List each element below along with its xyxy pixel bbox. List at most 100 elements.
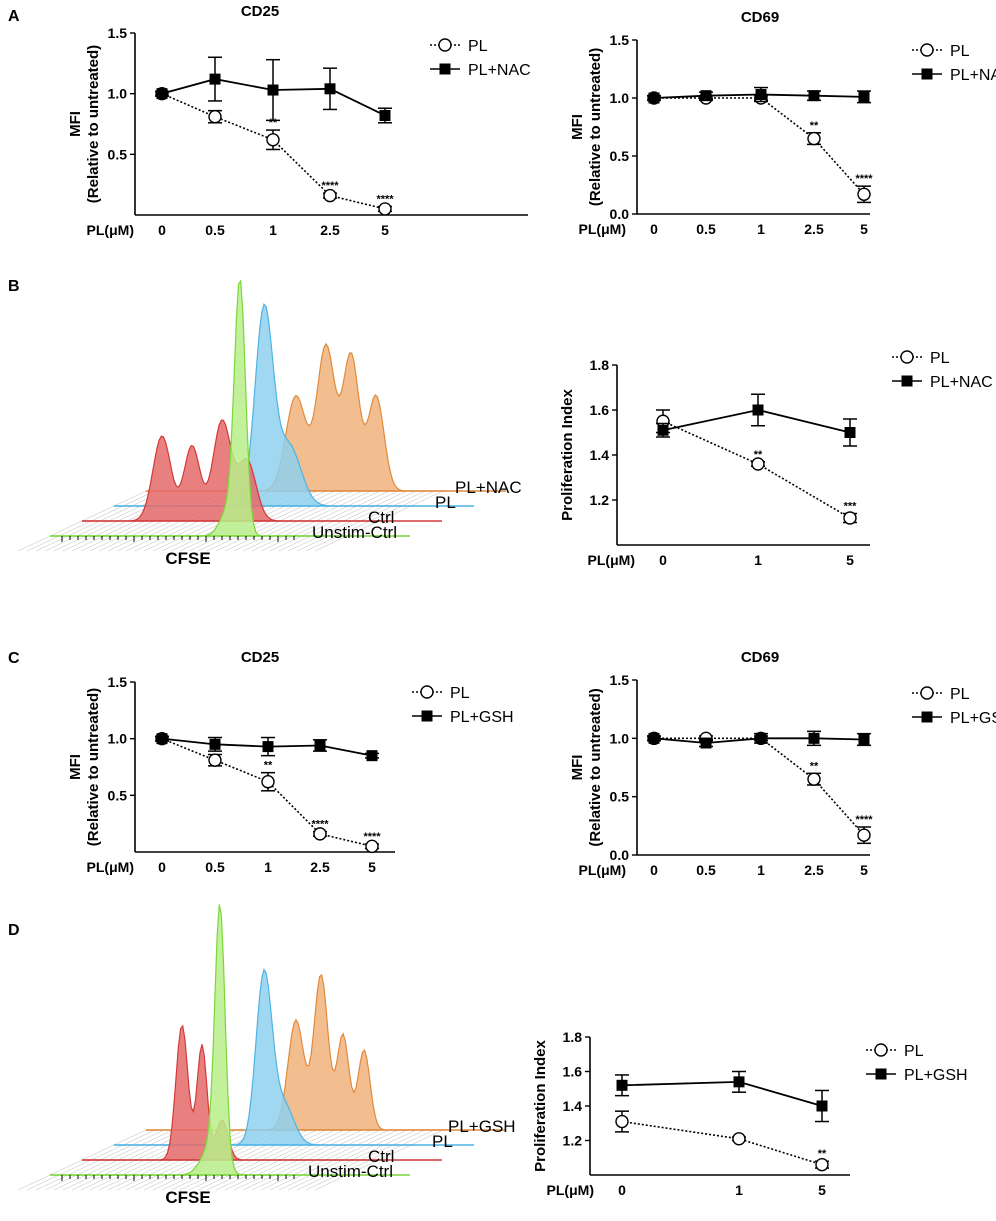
- chart-a-cd25: CD25 0.5 1.0 1.5 MFI (Relative to untreated) P…: [67, 3, 531, 238]
- histogram-layer-label: PL: [432, 1132, 453, 1151]
- stack-grid-line: [89, 1174, 123, 1191]
- x-axis-label: PL(μM): [588, 552, 635, 568]
- y-tick-label: 1.8: [563, 1029, 583, 1045]
- stack-grid-line: [188, 535, 222, 552]
- stack-grid-line: [369, 505, 403, 522]
- stack-grid-line: [287, 535, 321, 552]
- legend-marker-pl: [920, 43, 934, 57]
- data-point-treatment: [648, 92, 660, 104]
- chart-title: CD69: [741, 649, 779, 666]
- stack-grid-line: [342, 1144, 376, 1161]
- data-point-pl: [208, 110, 222, 124]
- stack-grid-line: [296, 535, 330, 552]
- significance-label: **: [754, 449, 763, 461]
- data-point-pl: [843, 511, 857, 525]
- legend-marker-pl: [420, 685, 434, 699]
- stack-grid-line: [401, 1129, 435, 1146]
- stack-grid-line: [310, 520, 344, 537]
- stack-grid-line: [305, 1174, 339, 1191]
- stack-grid-line: [71, 535, 105, 552]
- stack-grid-line: [369, 1144, 403, 1161]
- legend-marker-treatment: [421, 710, 433, 722]
- histogram-layer-label: PL+NAC: [455, 478, 522, 497]
- stack-grid-line: [328, 1159, 362, 1176]
- stack-grid-line: [17, 1174, 51, 1191]
- stack-grid-line: [134, 1174, 168, 1191]
- stack-grid-line: [392, 1129, 426, 1146]
- stack-grid-line: [206, 535, 240, 552]
- data-point-treatment: [700, 90, 712, 102]
- y-tick-label: 1.5: [108, 674, 128, 690]
- x-tick-label: 5: [846, 552, 854, 568]
- stack-grid-line: [279, 1144, 313, 1161]
- x-tick-label: 5: [860, 221, 868, 237]
- stack-grid-line: [324, 505, 358, 522]
- significance-label: ****: [855, 814, 873, 826]
- data-point-treatment: [858, 91, 870, 103]
- stack-grid-line: [143, 1174, 177, 1191]
- y-axis-label-sub: (Relative to untreated): [587, 688, 604, 846]
- data-point-treatment: [816, 1100, 828, 1112]
- stack-grid-line: [67, 1159, 101, 1176]
- stack-grid-line: [401, 490, 435, 507]
- data-point-treatment: [657, 424, 669, 436]
- stack-grid-line: [224, 1174, 258, 1191]
- stack-grid-line: [215, 535, 249, 552]
- significance-label: ***: [844, 501, 858, 513]
- stack-grid-line: [179, 535, 213, 552]
- legend-marker-pl: [438, 38, 452, 52]
- stack-grid-line: [112, 520, 146, 537]
- stack-grid-line: [81, 1144, 115, 1161]
- legend-label: PL: [450, 685, 470, 702]
- data-point-pl: [857, 828, 871, 842]
- stack-grid-line: [26, 1174, 60, 1191]
- stack-grid-line: [99, 505, 133, 522]
- x-tick-label: 2.5: [320, 222, 340, 238]
- stack-grid-line: [333, 1144, 367, 1161]
- y-tick-label: 0.5: [610, 789, 630, 805]
- stack-grid-line: [287, 1174, 321, 1191]
- series-line-pl: [654, 737, 865, 836]
- stack-grid-line: [305, 535, 339, 552]
- stack-grid-line: [360, 1144, 394, 1161]
- stack-grid-line: [251, 535, 285, 552]
- stack-grid-line: [215, 1174, 249, 1191]
- stack-grid-line: [94, 520, 128, 537]
- data-point-treatment: [733, 1076, 745, 1088]
- stack-grid-line: [338, 490, 372, 507]
- stack-grid-line: [107, 1174, 141, 1191]
- stack-grid-line: [314, 1174, 348, 1191]
- x-tick-label: 0: [650, 221, 658, 237]
- x-tick-label: 2.5: [804, 862, 824, 878]
- data-point-treatment: [156, 733, 168, 745]
- stack-grid-line: [62, 1174, 96, 1191]
- stack-grid-line: [148, 520, 182, 537]
- stack-grid-line: [278, 535, 312, 552]
- y-tick-label: 1.0: [610, 730, 630, 746]
- y-axis-label: MFI: [67, 111, 84, 137]
- y-axis-label: Proliferation Index: [559, 389, 576, 521]
- stack-grid-line: [121, 1159, 155, 1176]
- series-line-pl: [161, 737, 373, 848]
- y-tick-label: 0.0: [610, 847, 630, 863]
- data-point-pl: [261, 775, 275, 789]
- x-axis-label: PL(μM): [579, 221, 626, 237]
- significance-label: ****: [855, 173, 873, 185]
- histogram-layer-label: Unstim-Ctrl: [308, 1162, 393, 1181]
- y-axis-label: Proliferation Index: [532, 1040, 549, 1172]
- stack-grid-line: [260, 535, 294, 552]
- stack-grid-line: [53, 535, 87, 552]
- histogram-layer-label: PL: [435, 493, 456, 512]
- stack-grid-line: [76, 520, 110, 537]
- stack-grid-line: [310, 1159, 344, 1176]
- stack-grid-line: [161, 535, 195, 552]
- stack-grid-line: [320, 490, 354, 507]
- data-point-treatment: [844, 427, 856, 438]
- panel-letter-c: C: [8, 650, 20, 667]
- legend-label: PL: [468, 38, 488, 55]
- stack-grid-line: [161, 1174, 195, 1191]
- data-point-treatment: [262, 741, 274, 753]
- stack-grid-line: [278, 1174, 312, 1191]
